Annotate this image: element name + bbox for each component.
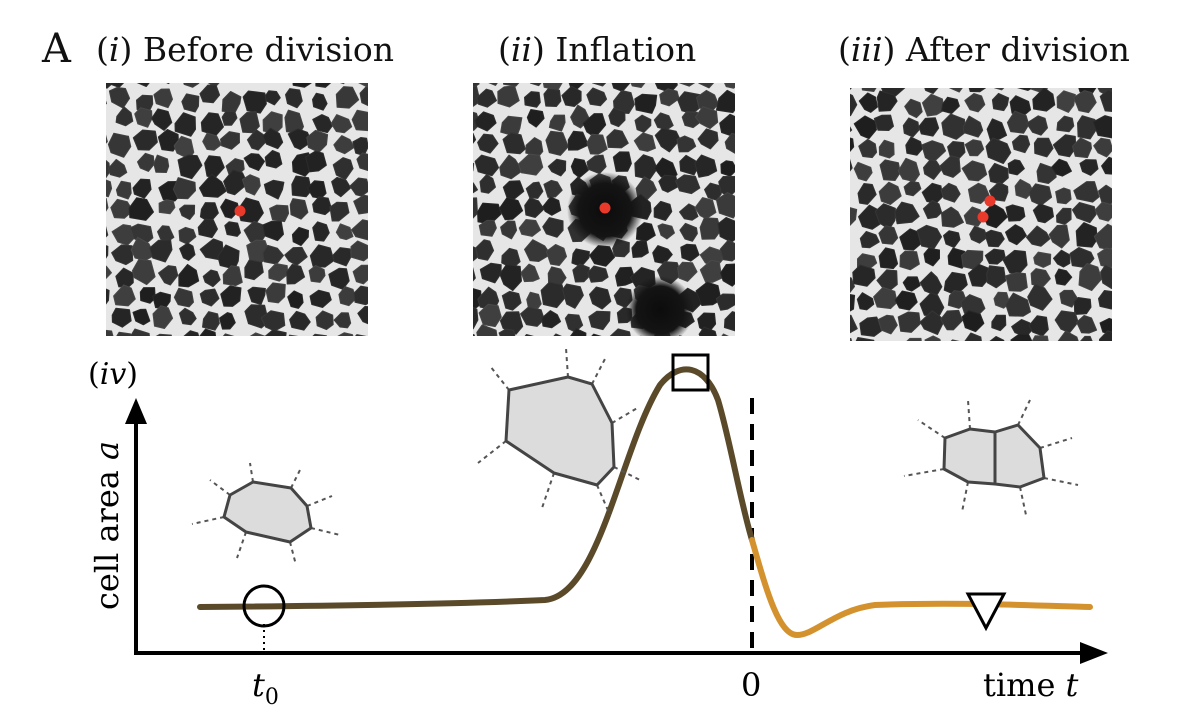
nucleus-dot-after-1	[984, 195, 996, 207]
panel-iii-title: (iii) After division	[838, 30, 1130, 69]
nucleus-dot-inflation	[599, 202, 611, 214]
cell-sketch-inflated	[477, 347, 641, 516]
daughter-cell-right	[993, 423, 1046, 489]
area-curve-before-division	[197, 366, 755, 610]
nucleus-dot-before	[234, 205, 246, 217]
microscopy-image-after-division	[850, 88, 1112, 341]
t0-circle-marker	[242, 584, 286, 628]
microscopy-image-before-division	[106, 83, 368, 336]
area-curve-after-division	[749, 537, 1093, 639]
cell-sketch-after	[903, 399, 1079, 516]
panel-i-title: (i) Before division	[96, 30, 394, 69]
y-axis-arrow	[125, 398, 147, 424]
nucleus-dot-after-2	[977, 211, 989, 223]
cell-shape-inflated	[504, 375, 616, 487]
cell-sketch-before	[191, 462, 341, 566]
plot-axes	[125, 398, 1108, 664]
plot-panel-label: (iv)	[88, 357, 138, 392]
tick-label-zero: 0	[741, 666, 761, 704]
peak-square-marker	[671, 353, 710, 392]
panel-letter: A	[42, 26, 71, 72]
end-triangle-marker	[965, 592, 1007, 632]
panel-ii-title: (ii) Inflation	[498, 30, 697, 69]
x-axis-arrow	[1080, 642, 1108, 664]
cell-shape-before	[222, 480, 313, 544]
daughter-cell-left	[942, 427, 997, 486]
microscopy-image-inflation	[473, 83, 735, 336]
x-axis-label: time t	[983, 666, 1079, 704]
y-axis-label: cell area a	[88, 441, 126, 610]
tick-label-t0: t0	[252, 666, 279, 710]
